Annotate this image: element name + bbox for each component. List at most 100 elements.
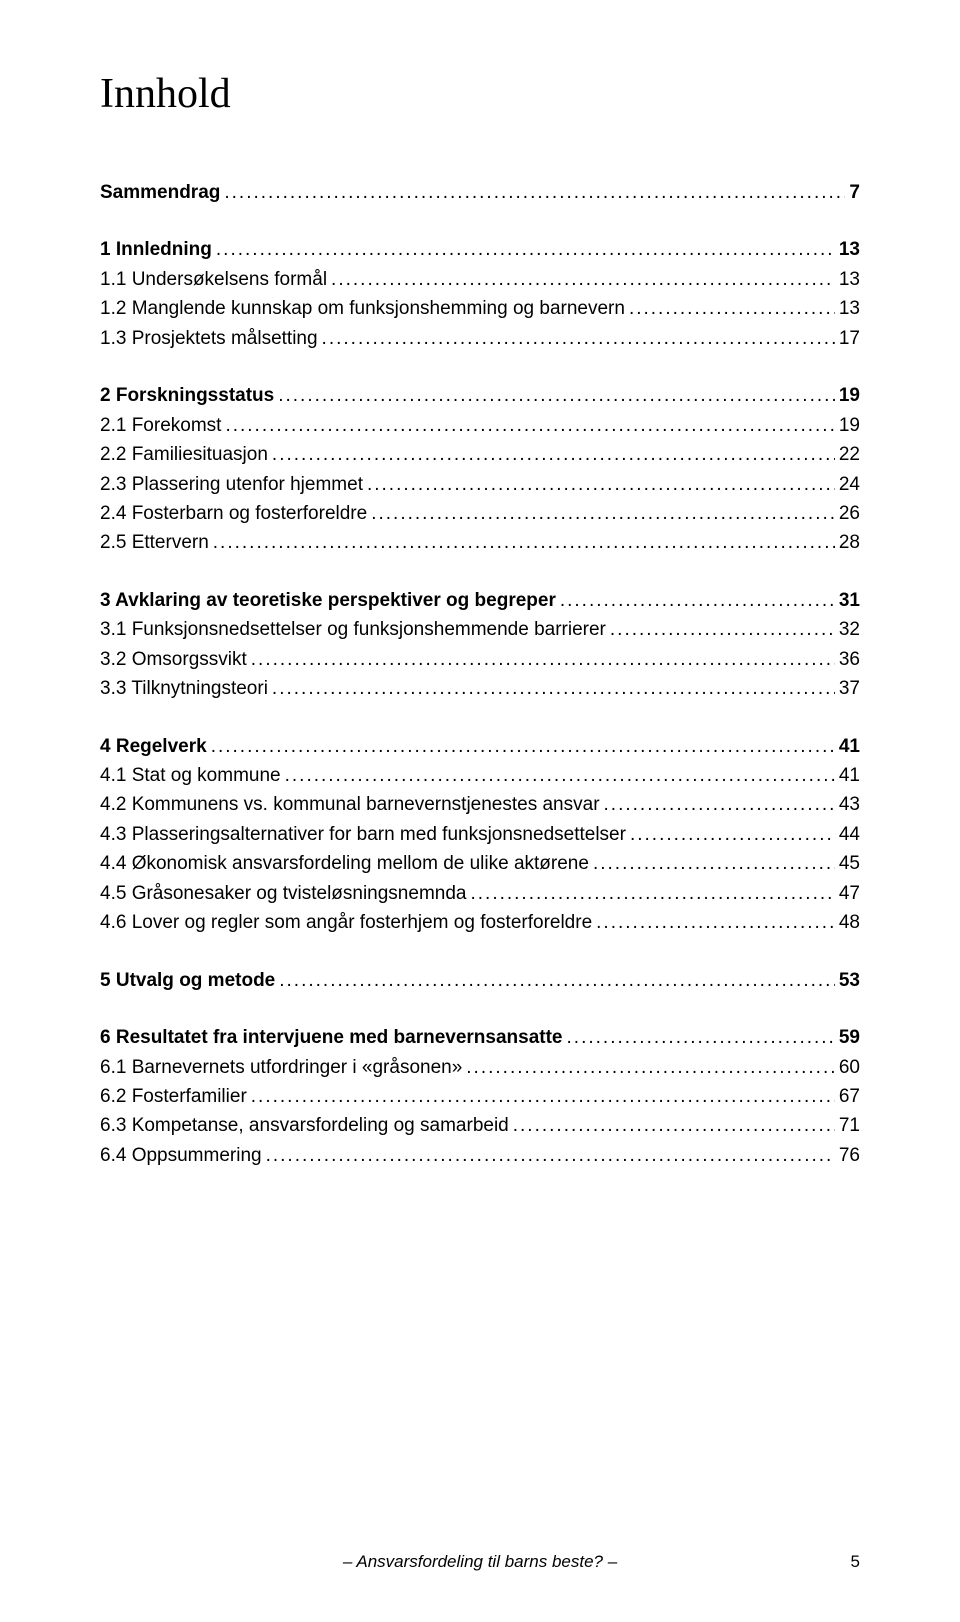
- toc-entry-page: 41: [839, 732, 860, 761]
- toc-group-gap: [100, 353, 860, 381]
- toc-entry: 4.4 Økonomisk ansvarsfordeling mellom de…: [100, 849, 860, 878]
- toc-leader-dots: [560, 586, 835, 615]
- toc-entry-page: 26: [839, 499, 860, 528]
- toc-entry-page: 19: [839, 381, 860, 410]
- toc-entry-page: 36: [839, 645, 860, 674]
- toc-entry-label: 2.2 Familiesituasjon: [100, 440, 268, 469]
- table-of-contents: Sammendrag71 Innledning131.1 Undersøkels…: [100, 178, 860, 1170]
- toc-entry-label: 2 Forskningsstatus: [100, 381, 274, 410]
- toc-entry-page: 41: [839, 761, 860, 790]
- toc-entry-label: 1.1 Undersøkelsens formål: [100, 265, 327, 294]
- toc-leader-dots: [216, 235, 835, 264]
- toc-leader-dots: [278, 381, 835, 410]
- toc-entry: 1.3 Prosjektets målsetting17: [100, 324, 860, 353]
- toc-entry: 2 Forskningsstatus 19: [100, 381, 860, 410]
- toc-entry-label: 2.1 Forekomst: [100, 411, 221, 440]
- toc-leader-dots: [593, 849, 835, 878]
- toc-entry: 1 Innledning13: [100, 235, 860, 264]
- toc-leader-dots: [513, 1111, 835, 1140]
- toc-entry: 2.4 Fosterbarn og fosterforeldre 26: [100, 499, 860, 528]
- toc-leader-dots: [211, 732, 835, 761]
- toc-leader-dots: [470, 879, 834, 908]
- toc-entry-page: 43: [839, 790, 860, 819]
- toc-entry-page: 13: [839, 265, 860, 294]
- toc-entry-page: 19: [839, 411, 860, 440]
- toc-entry-label: 1 Innledning: [100, 235, 212, 264]
- toc-leader-dots: [251, 1082, 835, 1111]
- toc-leader-dots: [279, 966, 835, 995]
- toc-entry: 4.2 Kommunens vs. kommunal barnevernstje…: [100, 790, 860, 819]
- toc-leader-dots: [604, 790, 835, 819]
- toc-entry-label: 4.1 Stat og kommune: [100, 761, 281, 790]
- toc-entry-page: 59: [839, 1023, 860, 1052]
- toc-entry: 6 Resultatet fra intervjuene med barneve…: [100, 1023, 860, 1052]
- toc-entry: 6.4 Oppsummering 76: [100, 1141, 860, 1170]
- toc-entry: 2.1 Forekomst 19: [100, 411, 860, 440]
- toc-entry-label: 5 Utvalg og metode: [100, 966, 275, 995]
- toc-entry: 4.5 Gråsonesaker og tvisteløsningsnemnda…: [100, 879, 860, 908]
- toc-leader-dots: [251, 645, 835, 674]
- toc-leader-dots: [367, 470, 835, 499]
- toc-entry-page: 45: [839, 849, 860, 878]
- toc-leader-dots: [630, 820, 835, 849]
- toc-entry: 2.5 Ettervern 28: [100, 528, 860, 557]
- toc-group-gap: [100, 207, 860, 235]
- toc-entry: 4.3 Plasseringsalternativer for barn med…: [100, 820, 860, 849]
- toc-entry-page: 44: [839, 820, 860, 849]
- toc-entry-page: 31: [839, 586, 860, 615]
- toc-entry-label: 2.5 Ettervern: [100, 528, 209, 557]
- toc-entry-page: 28: [839, 528, 860, 557]
- toc-entry: 1.2 Manglende kunnskap om funksjonshemmi…: [100, 294, 860, 323]
- toc-entry-page: 24: [839, 470, 860, 499]
- toc-leader-dots: [331, 265, 835, 294]
- toc-leader-dots: [266, 1141, 835, 1170]
- toc-entry-label: 6.3 Kompetanse, ansvarsfordeling og sama…: [100, 1111, 509, 1140]
- toc-entry-label: 4.6 Lover og regler som angår fosterhjem…: [100, 908, 592, 937]
- toc-entry: 4 Regelverk 41: [100, 732, 860, 761]
- toc-entry: 6.3 Kompetanse, ansvarsfordeling og sama…: [100, 1111, 860, 1140]
- toc-entry-label: 4.4 Økonomisk ansvarsfordeling mellom de…: [100, 849, 589, 878]
- toc-entry: 3.1 Funksjonsnedsettelser og funksjonshe…: [100, 615, 860, 644]
- toc-entry-page: 22: [839, 440, 860, 469]
- toc-entry-label: 4 Regelverk: [100, 732, 207, 761]
- toc-entry-page: 53: [839, 966, 860, 995]
- toc-entry-page: 67: [839, 1082, 860, 1111]
- toc-leader-dots: [322, 324, 835, 353]
- toc-entry-page: 37: [839, 674, 860, 703]
- toc-leader-dots: [272, 674, 835, 703]
- toc-leader-dots: [213, 528, 835, 557]
- toc-entry-label: 4.2 Kommunens vs. kommunal barnevernstje…: [100, 790, 600, 819]
- toc-group-gap: [100, 558, 860, 586]
- toc-entry-label: 6.2 Fosterfamilier: [100, 1082, 247, 1111]
- toc-group-gap: [100, 995, 860, 1023]
- footer-page-number: 5: [820, 1552, 860, 1572]
- page-title: Innhold: [100, 70, 860, 118]
- toc-leader-dots: [629, 294, 835, 323]
- toc-entry-label: 6.4 Oppsummering: [100, 1141, 262, 1170]
- toc-leader-dots: [596, 908, 835, 937]
- toc-entry-page: 7: [849, 178, 860, 207]
- toc-leader-dots: [225, 411, 834, 440]
- toc-entry-page: 13: [839, 294, 860, 323]
- toc-entry: 4.6 Lover og regler som angår fosterhjem…: [100, 908, 860, 937]
- toc-entry-page: 71: [839, 1111, 860, 1140]
- toc-leader-dots: [272, 440, 835, 469]
- toc-entry-label: 2.4 Fosterbarn og fosterforeldre: [100, 499, 367, 528]
- toc-entry: Sammendrag7: [100, 178, 860, 207]
- toc-entry: 2.2 Familiesituasjon 22: [100, 440, 860, 469]
- toc-entry: 3.2 Omsorgssvikt 36: [100, 645, 860, 674]
- toc-entry-label: 4.5 Gråsonesaker og tvisteløsningsnemnda: [100, 879, 466, 908]
- toc-leader-dots: [285, 761, 835, 790]
- toc-entry: 3 Avklaring av teoretiske perspektiver o…: [100, 586, 860, 615]
- toc-leader-dots: [610, 615, 835, 644]
- toc-leader-dots: [567, 1023, 835, 1052]
- page-footer: – Ansvarsfordeling til barns beste? – 5: [100, 1552, 860, 1572]
- toc-entry: 1.1 Undersøkelsens formål 13: [100, 265, 860, 294]
- document-page: Innhold Sammendrag71 Innledning131.1 Und…: [0, 0, 960, 1622]
- toc-entry-page: 47: [839, 879, 860, 908]
- toc-leader-dots: [371, 499, 835, 528]
- toc-entry-label: 3.2 Omsorgssvikt: [100, 645, 247, 674]
- toc-entry-label: 1.3 Prosjektets målsetting: [100, 324, 318, 353]
- toc-entry-page: 76: [839, 1141, 860, 1170]
- toc-entry-label: 3.1 Funksjonsnedsettelser og funksjonshe…: [100, 615, 606, 644]
